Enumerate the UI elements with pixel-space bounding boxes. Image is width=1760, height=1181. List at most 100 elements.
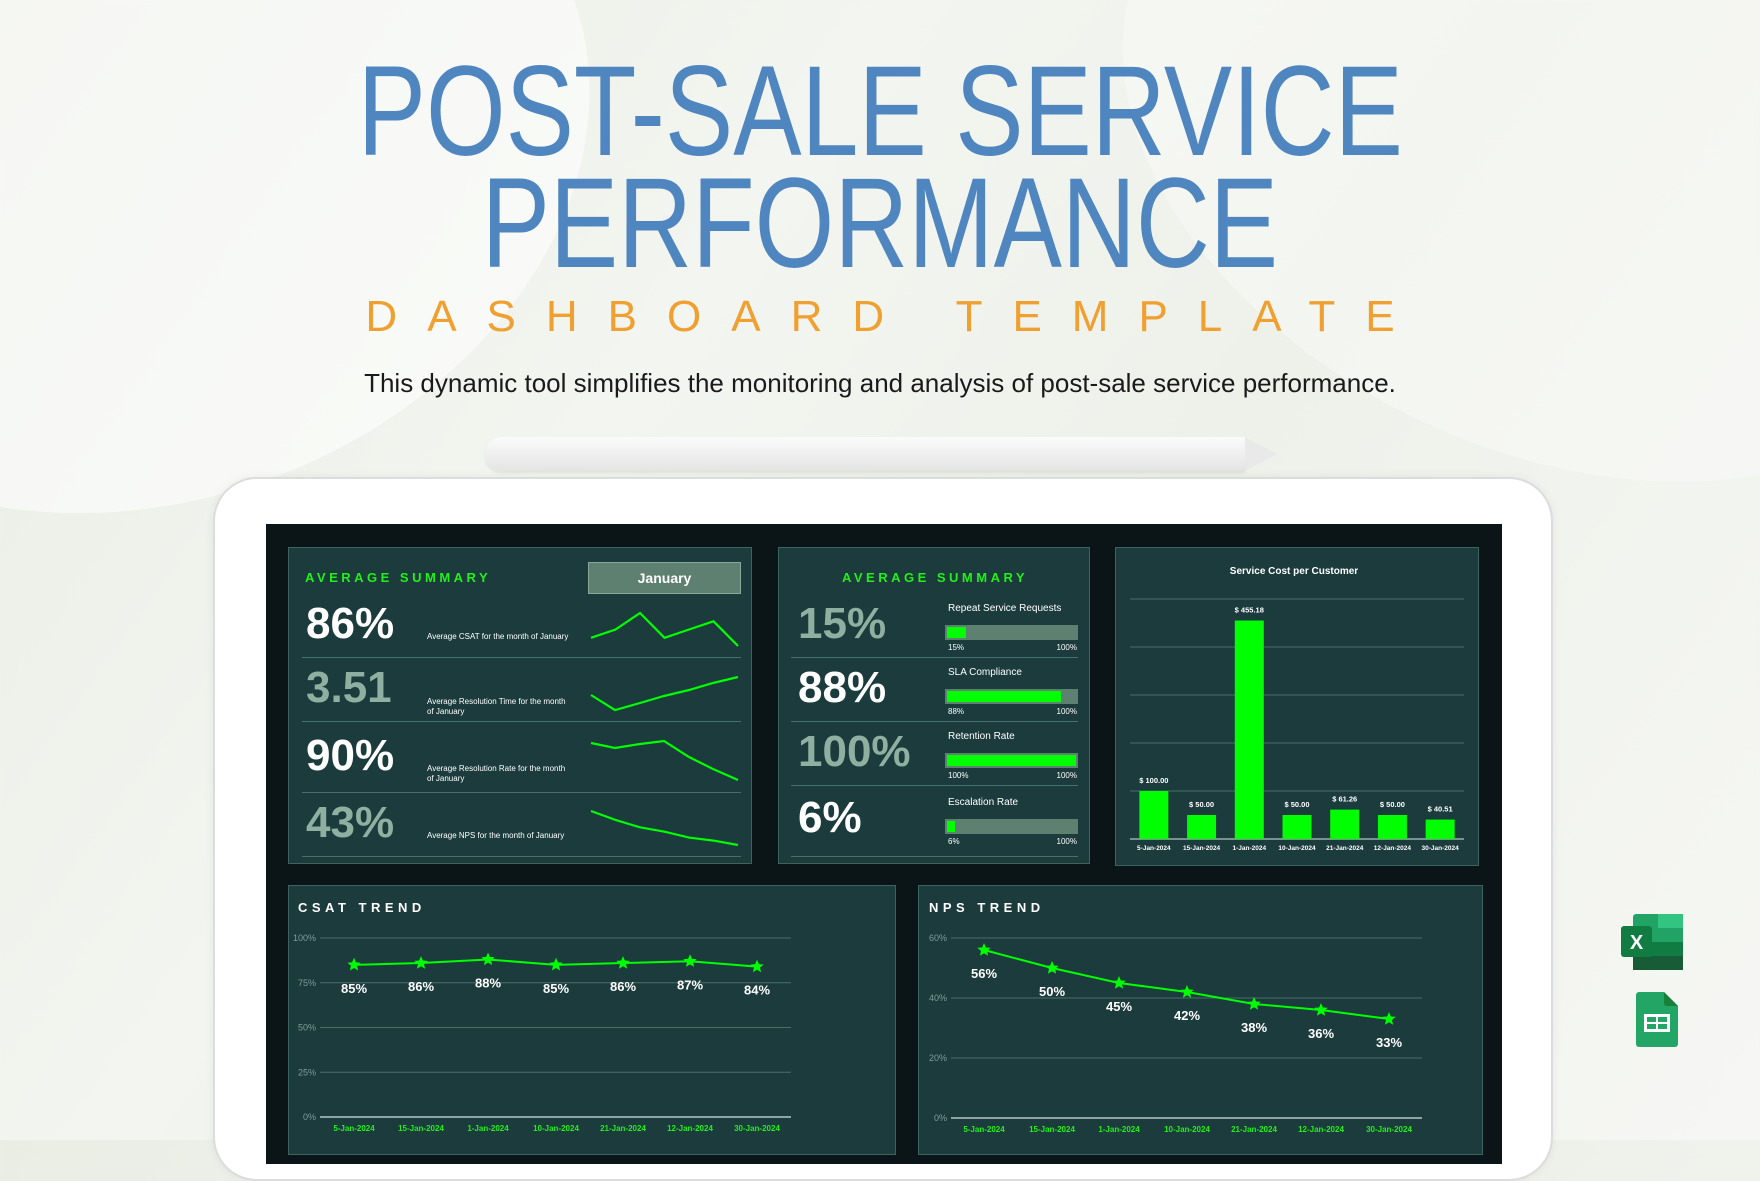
data-label: 50% <box>1039 984 1065 999</box>
bar <box>1234 620 1264 839</box>
data-label: 33% <box>1376 1035 1402 1050</box>
y-tick-label: 100% <box>293 933 316 943</box>
y-tick-label: 0% <box>934 1113 947 1123</box>
x-tick-label: 21-Jan-2024 <box>600 1124 646 1133</box>
title-text: PERFORMANCE <box>481 152 1279 295</box>
bar <box>1282 815 1312 839</box>
bar-data-label: $ 40.51 <box>1428 805 1453 814</box>
data-label: 85% <box>341 981 367 996</box>
x-tick-label: 15-Jan-2024 <box>398 1124 444 1133</box>
progress-min-label: 100% <box>948 771 969 780</box>
data-label: 88% <box>475 975 501 990</box>
metric-label: Retention Rate <box>948 731 1015 742</box>
data-label: 45% <box>1106 999 1132 1014</box>
x-tick-label: 15-Jan-2024 <box>1029 1125 1075 1134</box>
bar <box>1187 815 1217 839</box>
x-tick-label: 30-Jan-2024 <box>1366 1125 1412 1134</box>
progress-bar <box>945 689 1078 704</box>
metric-value: 15% <box>798 599 887 648</box>
page-title-line2: PERFORMANCE <box>0 160 1760 288</box>
csat-trend-panel: CSAT TREND 0% 25% 50% 75% 100% 85% 5-Jan-2024 8… <box>288 885 896 1155</box>
x-tick-label: 5-Jan-2024 <box>333 1124 375 1133</box>
bar <box>1377 815 1407 839</box>
progress-max-label: 100% <box>1056 643 1077 652</box>
service-cost-chart-panel: Service Cost per Customer $ 100.00 5-Jan-… <box>1115 547 1479 866</box>
bar-data-label: $ 50.00 <box>1284 800 1309 809</box>
bar <box>1139 791 1169 839</box>
service-cost-bar-chart: Service Cost per Customer $ 100.00 5-Jan-… <box>1130 566 1464 852</box>
data-label: 38% <box>1241 1020 1267 1035</box>
progress-fill <box>947 821 955 832</box>
divider <box>791 856 1078 857</box>
divider <box>302 792 741 793</box>
progress-max-label: 100% <box>1056 707 1077 716</box>
nps-sparkline <box>590 809 739 847</box>
x-tick-label: 10-Jan-2024 <box>1164 1125 1210 1134</box>
average-summary-progress-panel: AVERAGE SUMMARY 15% Repeat Service Reque… <box>778 547 1090 864</box>
bar-data-label: $ 61.26 <box>1332 795 1357 804</box>
x-tick-label: 15-Jan-2024 <box>1183 845 1221 852</box>
data-label: 84% <box>744 983 770 998</box>
chart-title: Service Cost per Customer <box>1230 566 1358 577</box>
y-tick-label: 20% <box>929 1053 947 1063</box>
google-sheets-icon[interactable] <box>1636 992 1678 1047</box>
nps-label: Average NPS for the month of January <box>427 831 565 840</box>
star-marker <box>977 943 991 956</box>
resolution-rate-label: Average Resolution Rate for the month of… <box>427 764 566 783</box>
x-tick-label: 12-Jan-2024 <box>1298 1125 1344 1134</box>
page-description: This dynamic tool simplifies the monitor… <box>364 368 1396 398</box>
progress-fill <box>947 691 1061 702</box>
y-tick-label: 25% <box>298 1067 316 1077</box>
metric-value: 100% <box>798 727 911 776</box>
panel-title: CSAT TREND <box>298 900 426 915</box>
progress-bar <box>945 819 1078 834</box>
title-text: POST-SALE SERVICE <box>357 40 1403 183</box>
star-marker <box>481 952 495 966</box>
progress-max-label: 100% <box>1056 837 1077 846</box>
bar-data-label: $ 50.00 <box>1380 800 1405 809</box>
x-tick-label: 1-Jan-2024 <box>467 1124 509 1133</box>
resolution-time-value: 3.51 <box>306 663 392 712</box>
progress-max-label: 100% <box>1056 771 1077 780</box>
x-tick-label: 1-Jan-2024 <box>1098 1125 1140 1134</box>
star-marker <box>549 957 563 971</box>
progress-min-label: 15% <box>948 643 965 652</box>
star-marker <box>683 954 697 967</box>
csat-sparkline <box>590 611 739 647</box>
bar-data-label: $ 100.00 <box>1139 776 1168 785</box>
excel-icon[interactable]: X <box>1621 914 1683 970</box>
month-selector[interactable]: January <box>588 562 741 594</box>
svg-text:X: X <box>1630 932 1644 954</box>
data-label: 85% <box>543 981 569 996</box>
divider <box>302 657 741 658</box>
x-tick-label: 12-Jan-2024 <box>667 1124 713 1133</box>
sparklines <box>590 611 739 847</box>
star-marker <box>347 957 361 971</box>
star-marker <box>1247 997 1261 1010</box>
divider <box>791 721 1078 722</box>
progress-bar <box>945 625 1078 640</box>
average-summary-panel: AVERAGE SUMMARY January 86% Average CSAT… <box>288 547 752 864</box>
y-tick-label: 75% <box>298 978 316 988</box>
resolution-time-sparkline <box>590 675 739 712</box>
page-subheading: DASHBOARD TEMPLATE <box>365 292 1425 341</box>
csat-value: 86% <box>306 599 395 648</box>
y-tick-label: 50% <box>298 1023 316 1033</box>
nps-value: 43% <box>306 798 395 847</box>
bar-data-label: $ 455.18 <box>1235 606 1264 615</box>
csat-label: Average CSAT for the month of January <box>427 632 569 641</box>
progress-min-label: 88% <box>948 707 965 716</box>
progress-fill <box>947 627 967 638</box>
x-tick-label: 12-Jan-2024 <box>1374 845 1412 852</box>
x-tick-label: 21-Jan-2024 <box>1326 845 1364 852</box>
progress-bar <box>945 753 1078 768</box>
star-marker <box>1314 1003 1328 1016</box>
star-marker <box>1382 1012 1396 1025</box>
divider <box>791 785 1078 786</box>
resolution-time-label: Average Resolution Time for the month of… <box>427 697 566 716</box>
nps-line-chart: 0% 20% 40% 60% 56% 5-Jan-2024 50% 15-Jan-2024 45… <box>929 933 1422 1134</box>
resolution-rate-sparkline <box>590 739 739 782</box>
star-marker <box>414 956 428 969</box>
x-tick-label: 30-Jan-2024 <box>1422 845 1460 852</box>
panel-title: AVERAGE SUMMARY <box>305 570 492 585</box>
